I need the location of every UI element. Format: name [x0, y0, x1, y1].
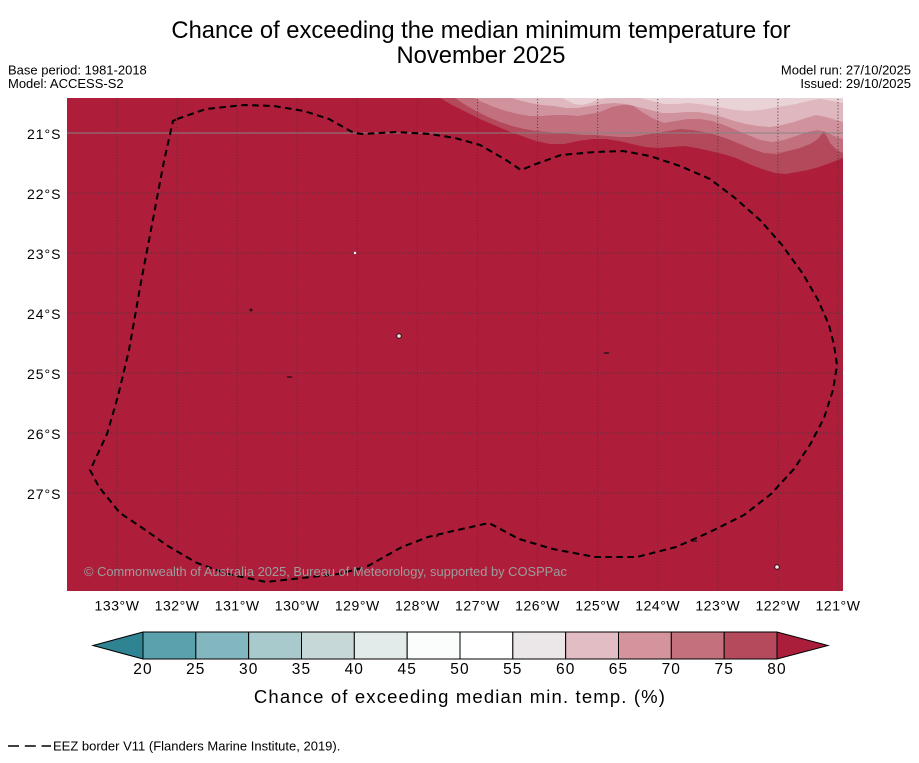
- svg-text:Chance of exceeding median min: Chance of exceeding median min. temp. (%…: [254, 686, 666, 707]
- svg-text:35: 35: [292, 661, 311, 678]
- svg-text:125°W: 125°W: [575, 598, 620, 614]
- svg-text:50: 50: [450, 661, 469, 678]
- svg-text:124°W: 124°W: [635, 598, 680, 614]
- svg-text:65: 65: [609, 661, 628, 678]
- svg-text:25°S: 25°S: [27, 366, 62, 382]
- svg-text:132°W: 132°W: [155, 598, 200, 614]
- svg-text:24°S: 24°S: [27, 306, 62, 322]
- svg-text:Model run: 27/10/2025: Model run: 27/10/2025: [781, 63, 911, 78]
- svg-text:Chance of exceeding the median: Chance of exceeding the median minimum t…: [171, 17, 790, 44]
- svg-text:133°W: 133°W: [95, 598, 140, 614]
- svg-text:80: 80: [767, 661, 786, 678]
- svg-text:126°W: 126°W: [515, 598, 560, 614]
- svg-text:27°S: 27°S: [27, 486, 62, 502]
- svg-text:20: 20: [133, 661, 152, 678]
- svg-text:55: 55: [503, 661, 522, 678]
- svg-text:23°S: 23°S: [27, 246, 62, 262]
- svg-text:130°W: 130°W: [275, 598, 320, 614]
- svg-text:123°W: 123°W: [695, 598, 740, 614]
- svg-text:© Commonwealth of Australia 20: © Commonwealth of Australia 2025, Bureau…: [84, 564, 567, 579]
- svg-text:40: 40: [345, 661, 364, 678]
- svg-text:30: 30: [239, 661, 258, 678]
- svg-text:122°W: 122°W: [755, 598, 800, 614]
- svg-text:131°W: 131°W: [215, 598, 260, 614]
- svg-text:121°W: 121°W: [816, 598, 861, 614]
- svg-text:60: 60: [556, 661, 575, 678]
- svg-text:129°W: 129°W: [335, 598, 380, 614]
- svg-text:22°S: 22°S: [27, 186, 62, 202]
- svg-text:21°S: 21°S: [27, 126, 62, 142]
- svg-text:Base period: 1981-2018: Base period: 1981-2018: [8, 63, 147, 78]
- svg-text:25: 25: [186, 661, 205, 678]
- svg-text:Model: ACCESS-S2: Model: ACCESS-S2: [8, 76, 124, 91]
- svg-text:26°S: 26°S: [27, 426, 62, 442]
- svg-text:127°W: 127°W: [455, 598, 500, 614]
- svg-text:75: 75: [714, 661, 733, 678]
- svg-text:70: 70: [662, 661, 681, 678]
- svg-text:45: 45: [397, 661, 416, 678]
- svg-text:November 2025: November 2025: [397, 42, 566, 69]
- svg-text:EEZ border V11 (Flanders Marin: EEZ border V11 (Flanders Marine Institut…: [53, 739, 340, 754]
- svg-text:Issued: 29/10/2025: Issued: 29/10/2025: [800, 76, 911, 91]
- svg-text:128°W: 128°W: [395, 598, 440, 614]
